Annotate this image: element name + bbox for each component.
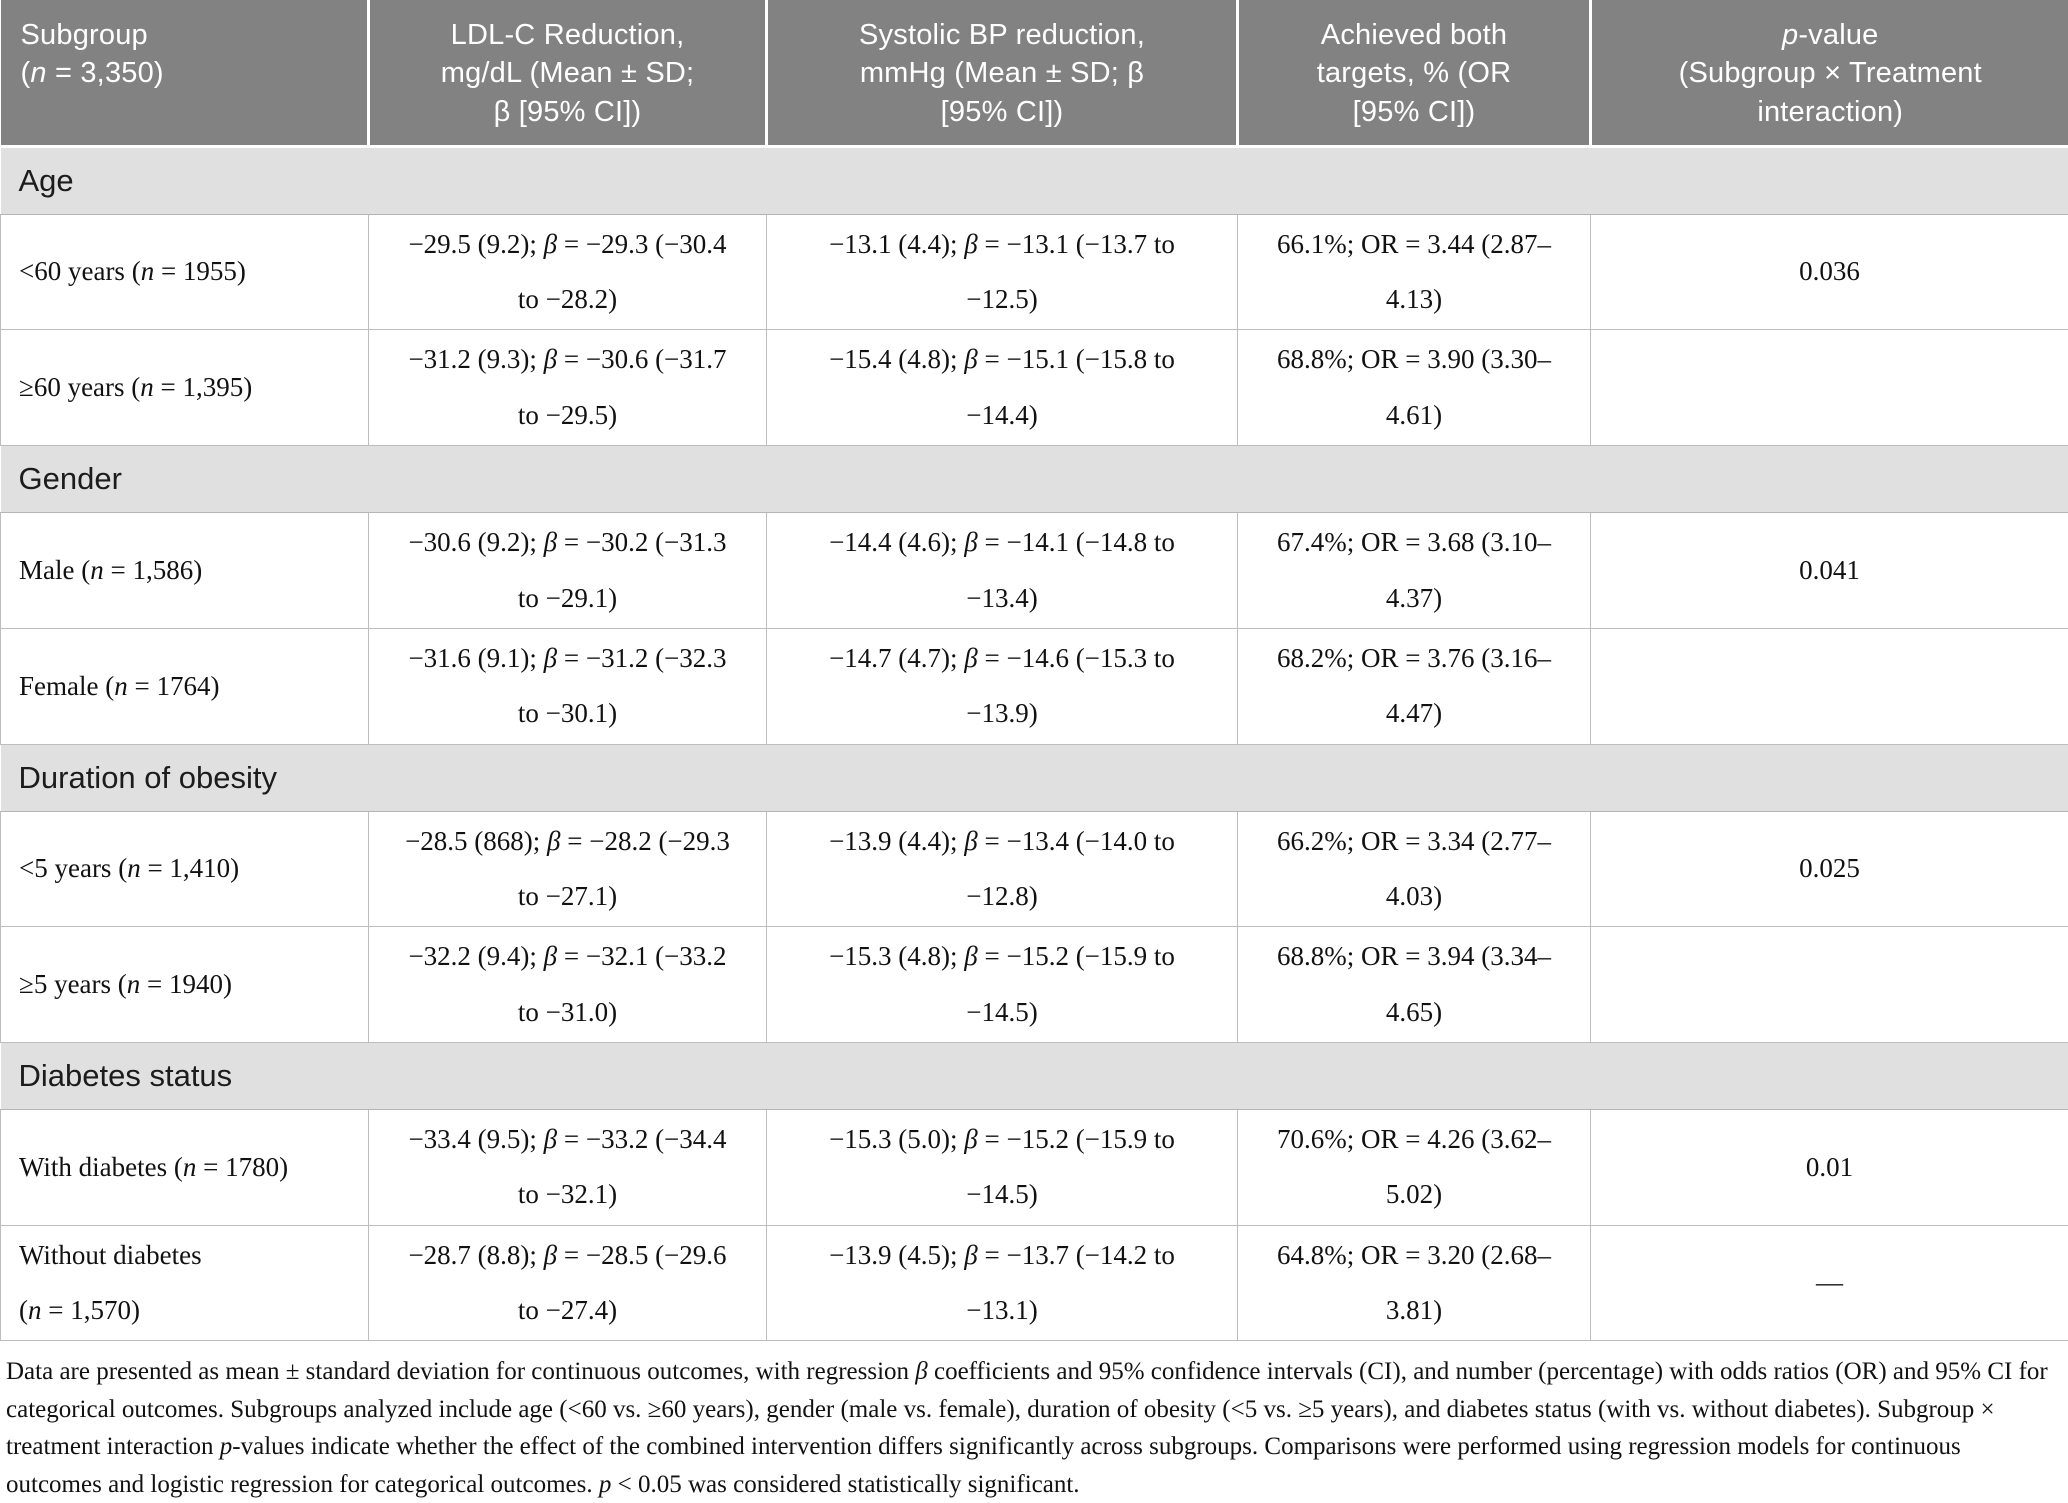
cell-p-value (1591, 628, 2068, 744)
column-header-ldl-reduction: LDL-C Reduction, mg/dL (Mean ± SD; β [95… (369, 0, 767, 146)
cell-both-targets: 66.2%; OR = 3.34 (2.77– 4.03) (1238, 811, 1591, 927)
cell-ldl: −29.5 (9.2); β = −29.3 (−30.4 to −28.2) (369, 214, 767, 330)
section-row-gender: Gender (1, 446, 2068, 513)
cell-bp: −13.9 (4.5); β = −13.7 (−14.2 to −13.1) (767, 1225, 1238, 1341)
cell-ldl: −30.6 (9.2); β = −30.2 (−31.3 to −29.1) (369, 513, 767, 629)
table-header-row: Subgroup (n = 3,350) LDL-C Reduction, mg… (1, 0, 2068, 146)
cell-subgroup: ≥5 years (n = 1940) (1, 927, 369, 1043)
cell-bp: −13.1 (4.4); β = −13.1 (−13.7 to −12.5) (767, 214, 1238, 330)
cell-ldl: −31.2 (9.3); β = −30.6 (−31.7 to −29.5) (369, 330, 767, 446)
cell-p-value (1591, 927, 2068, 1043)
cell-bp: −15.4 (4.8); β = −15.1 (−15.8 to −14.4) (767, 330, 1238, 446)
table-row: <5 years (n = 1,410) −28.5 (868); β = −2… (1, 811, 2068, 927)
column-header-subgroup: Subgroup (n = 3,350) (1, 0, 369, 146)
cell-subgroup: <5 years (n = 1,410) (1, 811, 369, 927)
cell-p-value: — (1591, 1225, 2068, 1341)
section-title: Diabetes status (1, 1042, 2068, 1109)
cell-subgroup: Without diabetes (n = 1,570) (1, 1225, 369, 1341)
cell-both-targets: 67.4%; OR = 3.68 (3.10– 4.37) (1238, 513, 1591, 629)
subgroup-analysis-table: Subgroup (n = 3,350) LDL-C Reduction, mg… (0, 0, 2068, 1341)
table-row: Male (n = 1,586) −30.6 (9.2); β = −30.2 … (1, 513, 2068, 629)
cell-p-value (1591, 330, 2068, 446)
cell-p-value: 0.01 (1591, 1109, 2068, 1225)
table-row: With diabetes (n = 1780) −33.4 (9.5); β … (1, 1109, 2068, 1225)
section-row-diabetes: Diabetes status (1, 1042, 2068, 1109)
section-title: Gender (1, 446, 2068, 513)
column-header-achieved-both: Achieved both targets, % (OR [95% CI]) (1238, 0, 1591, 146)
table-row: ≥5 years (n = 1940) −32.2 (9.4); β = −32… (1, 927, 2068, 1043)
cell-p-value: 0.041 (1591, 513, 2068, 629)
cell-subgroup: Male (n = 1,586) (1, 513, 369, 629)
column-header-sbp-reduction: Systolic BP reduction, mmHg (Mean ± SD; … (767, 0, 1238, 146)
table-row: Without diabetes (n = 1,570) −28.7 (8.8)… (1, 1225, 2068, 1341)
cell-subgroup: ≥60 years (n = 1,395) (1, 330, 369, 446)
cell-bp: −14.7 (4.7); β = −14.6 (−15.3 to −13.9) (767, 628, 1238, 744)
cell-ldl: −31.6 (9.1); β = −31.2 (−32.3 to −30.1) (369, 628, 767, 744)
cell-bp: −15.3 (4.8); β = −15.2 (−15.9 to −14.5) (767, 927, 1238, 1043)
cell-both-targets: 70.6%; OR = 4.26 (3.62– 5.02) (1238, 1109, 1591, 1225)
cell-subgroup: Female (n = 1764) (1, 628, 369, 744)
cell-subgroup: With diabetes (n = 1780) (1, 1109, 369, 1225)
cell-subgroup: <60 years (n = 1955) (1, 214, 369, 330)
cell-both-targets: 66.1%; OR = 3.44 (2.87– 4.13) (1238, 214, 1591, 330)
cell-bp: −14.4 (4.6); β = −14.1 (−14.8 to −13.4) (767, 513, 1238, 629)
section-row-duration: Duration of obesity (1, 744, 2068, 811)
section-title: Age (1, 146, 2068, 214)
cell-both-targets: 68.2%; OR = 3.76 (3.16– 4.47) (1238, 628, 1591, 744)
cell-both-targets: 68.8%; OR = 3.90 (3.30– 4.61) (1238, 330, 1591, 446)
column-header-p-value: p-value (Subgroup × Treatment interactio… (1591, 0, 2068, 146)
cell-p-value: 0.025 (1591, 811, 2068, 927)
table-footnote: Data are presented as mean ± standard de… (0, 1341, 2068, 1503)
cell-both-targets: 64.8%; OR = 3.20 (2.68– 3.81) (1238, 1225, 1591, 1341)
cell-bp: −13.9 (4.4); β = −13.4 (−14.0 to −12.8) (767, 811, 1238, 927)
cell-p-value: 0.036 (1591, 214, 2068, 330)
section-title: Duration of obesity (1, 744, 2068, 811)
section-row-age: Age (1, 146, 2068, 214)
table-row: Female (n = 1764) −31.6 (9.1); β = −31.2… (1, 628, 2068, 744)
cell-both-targets: 68.8%; OR = 3.94 (3.34– 4.65) (1238, 927, 1591, 1043)
cell-ldl: −32.2 (9.4); β = −32.1 (−33.2 to −31.0) (369, 927, 767, 1043)
cell-ldl: −33.4 (9.5); β = −33.2 (−34.4 to −32.1) (369, 1109, 767, 1225)
table-row: <60 years (n = 1955) −29.5 (9.2); β = −2… (1, 214, 2068, 330)
cell-bp: −15.3 (5.0); β = −15.2 (−15.9 to −14.5) (767, 1109, 1238, 1225)
table-row: ≥60 years (n = 1,395) −31.2 (9.3); β = −… (1, 330, 2068, 446)
cell-ldl: −28.5 (868); β = −28.2 (−29.3 to −27.1) (369, 811, 767, 927)
cell-ldl: −28.7 (8.8); β = −28.5 (−29.6 to −27.4) (369, 1225, 767, 1341)
